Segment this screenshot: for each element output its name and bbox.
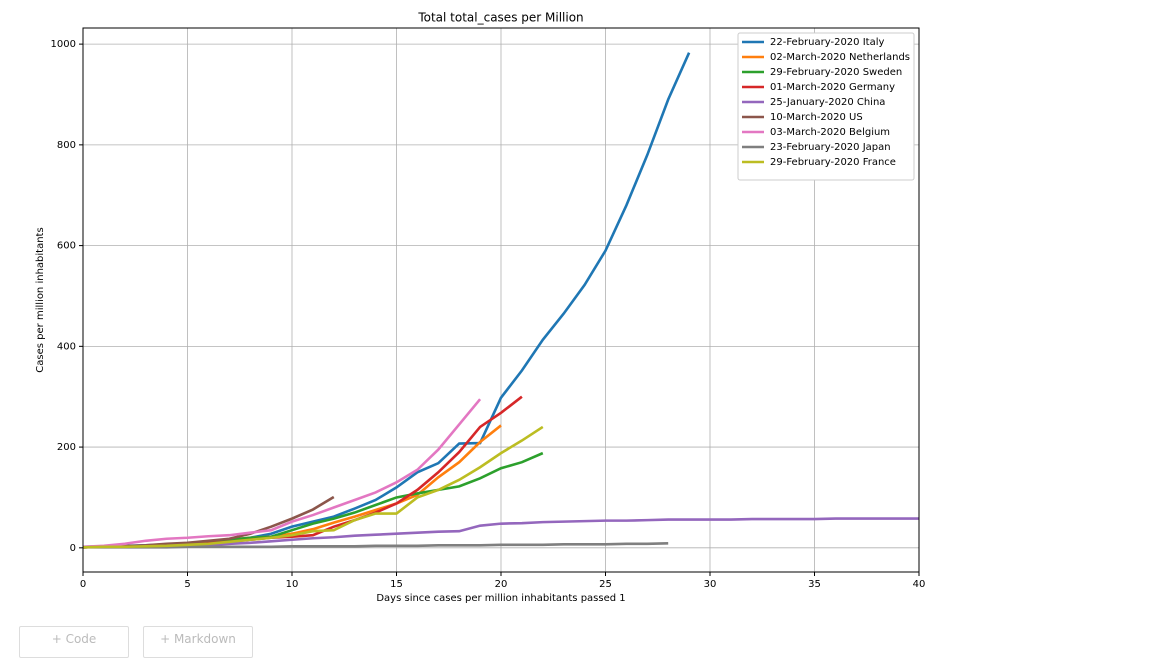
add-markdown-button[interactable]: + Markdown [143, 626, 253, 658]
legend-box [737, 32, 915, 181]
y-tick-label: 600 [57, 241, 76, 252]
x-tick-label: 20 [495, 579, 508, 590]
legend-label: 29-February-2020 Sweden [770, 67, 902, 78]
x-tick-label: 35 [808, 579, 821, 590]
series-line [83, 398, 482, 549]
x-tick-label: 30 [704, 579, 717, 590]
x-tick-label: 5 [184, 579, 190, 590]
legend-label: 02-March-2020 Netherlands [770, 52, 910, 63]
series-line [83, 52, 691, 549]
y-axis-label: Cases per million inhabitants [35, 227, 46, 372]
series-line [83, 517, 919, 549]
x-tick-label: 0 [80, 579, 86, 590]
y-tick-label: 0 [70, 543, 76, 554]
x-tick-label: 15 [390, 579, 403, 590]
legend-label: 23-February-2020 Japan [770, 142, 891, 153]
plot-frame [82, 27, 920, 573]
legend-label: 01-March-2020 Germany [770, 82, 895, 93]
legend-label: 10-March-2020 US [770, 112, 863, 123]
y-tick-label: 1000 [51, 39, 76, 50]
x-tick-label: 10 [286, 579, 299, 590]
legend-label: 03-March-2020 Belgium [770, 127, 890, 138]
y-tick-label: 200 [57, 442, 76, 453]
series-line [83, 425, 544, 549]
plot-area [83, 52, 919, 549]
legend-label: 29-February-2020 France [770, 157, 896, 168]
series-line [83, 541, 669, 549]
x-tick-label: 40 [913, 579, 926, 590]
y-tick-label: 400 [57, 341, 76, 352]
add-code-button[interactable]: + Code [19, 626, 129, 658]
y-tick-label: 800 [57, 140, 76, 151]
x-tick-label: 25 [599, 579, 612, 590]
legend-label: 22-February-2020 Italy [770, 37, 884, 48]
x-axis-label: Days since cases per million inhabitants… [376, 593, 625, 604]
series-line [83, 451, 544, 549]
legend-label: 25-January-2020 China [770, 97, 885, 108]
chart-title: Total total_cases per Million [417, 11, 583, 25]
